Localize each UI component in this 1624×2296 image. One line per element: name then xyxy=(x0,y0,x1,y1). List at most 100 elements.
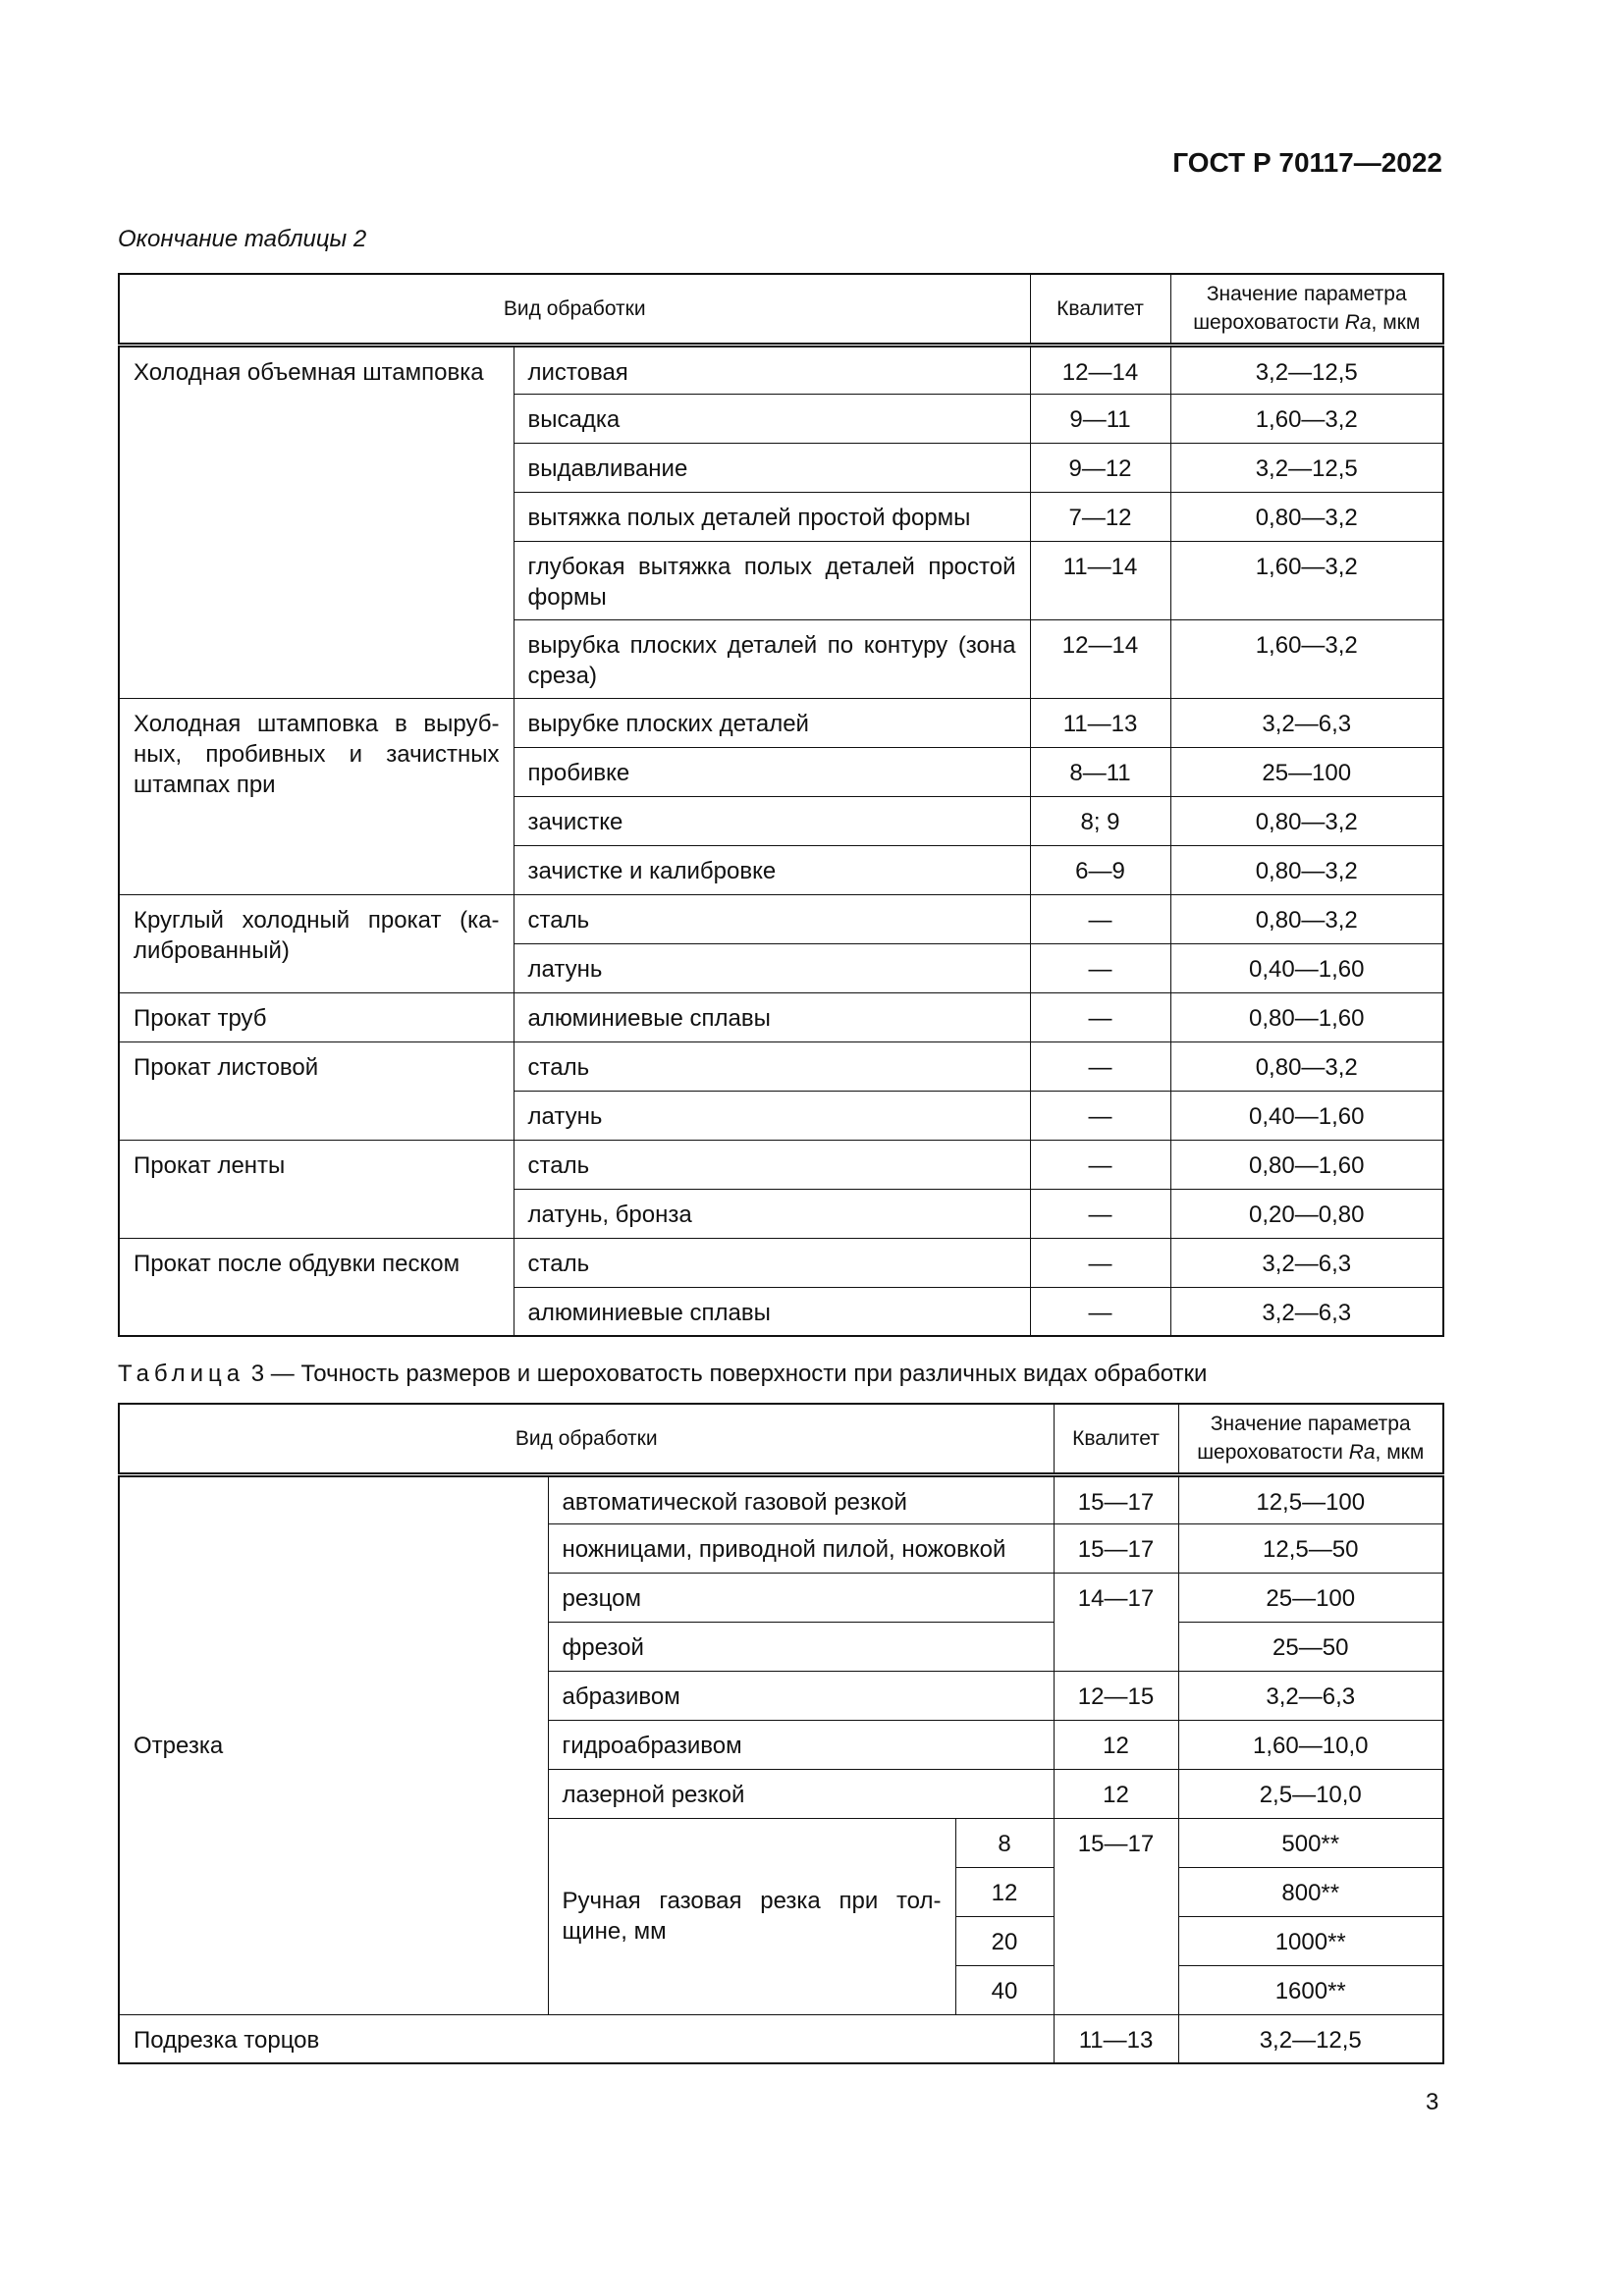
ra-cell: 0,40—1,60 xyxy=(1169,1090,1444,1141)
ra-cell: 25—100 xyxy=(1177,1572,1444,1623)
thickness-cell: 40 xyxy=(954,1964,1055,2015)
group-cell: Отрезка xyxy=(118,1473,549,2015)
group-cell: Холодная штамповка в выруб­ных, пробивны… xyxy=(118,697,514,895)
kind-cell: выдавливание xyxy=(513,442,1031,493)
table-row: Подрезка торцов 11—13 3,2—12,5 xyxy=(118,2013,1444,2064)
group-cell: Прокат труб xyxy=(118,991,514,1042)
ra-cell: 0,80—3,2 xyxy=(1169,1041,1444,1092)
kind-cell: сталь xyxy=(513,1139,1031,1190)
table2: Вид обработки Квалитет Значение параметр… xyxy=(118,273,1444,1337)
grade-cell: 15—17 xyxy=(1053,1473,1179,1524)
grade-cell: 7—12 xyxy=(1029,491,1171,542)
grade-cell: 12—14 xyxy=(1029,344,1171,395)
table-row: латунь, бронза —0,20—0,80 xyxy=(119,1188,1444,1239)
ra-cell: 2,5—10,0 xyxy=(1177,1768,1444,1819)
ra-cell: 0,80—3,2 xyxy=(1169,893,1444,944)
ra-cell: 1,60—3,2 xyxy=(1169,618,1444,699)
ra-cell: 1600** xyxy=(1177,1964,1444,2015)
kind-cell: Подрезка торцов xyxy=(118,2013,1055,2064)
kind-cell: вырубке плоских деталей xyxy=(513,697,1031,748)
kind-cell: Ручная газовая резка при тол­щине, мм xyxy=(547,1817,956,2015)
kind-cell: сталь xyxy=(513,893,1031,944)
kind-cell: глубокая вытяжка полых деталей простой ф… xyxy=(513,540,1031,620)
ra-cell: 3,2—12,5 xyxy=(1177,2013,1444,2064)
table-row: Прокат труб алюминиевые сплавы —0,80—1,60 xyxy=(118,991,1444,1042)
group-cell: Круглый холодный прокат (ка­либрованный) xyxy=(118,893,514,993)
thickness-cell: 20 xyxy=(954,1915,1055,1966)
ra-cell: 3,2—6,3 xyxy=(1169,1237,1444,1288)
ra-cell: 12,5—100 xyxy=(1177,1473,1444,1524)
ra-cell: 3,2—6,3 xyxy=(1169,1286,1444,1337)
kind-cell: латунь, бронза xyxy=(513,1188,1031,1239)
group-cell: Прокат листовой xyxy=(118,1041,514,1141)
table2-caption: Окончание таблицы 2 xyxy=(118,226,367,252)
kind-cell: зачистке и калибровке xyxy=(513,844,1031,895)
table-row: зачистке 8; 9 0,80—3,2 xyxy=(119,795,1444,846)
kind-cell: алюминиевые сплавы xyxy=(513,991,1031,1042)
group-cell: Прокат ленты xyxy=(118,1139,514,1239)
kind-cell: абразивом xyxy=(547,1670,1055,1721)
grade-cell: 12 xyxy=(1053,1719,1179,1770)
kind-cell: зачистке xyxy=(513,795,1031,846)
kind-cell: высадка xyxy=(513,393,1031,444)
ra-cell: 0,80—3,2 xyxy=(1169,795,1444,846)
table-row: Прокат листовой сталь —0,80—3,2 xyxy=(118,1041,1444,1141)
table-row: Прокат после обдувки песком сталь —3,2—6,3 xyxy=(118,1237,1444,1337)
ra-cell: 1,60—10,0 xyxy=(1177,1719,1444,1770)
kind-cell: гидроабразивом xyxy=(547,1719,1055,1770)
grade-cell: 9—12 xyxy=(1029,442,1171,493)
ra-cell: 3,2—6,3 xyxy=(1169,697,1444,748)
thickness-cell: 12 xyxy=(954,1866,1055,1917)
col-header-grade: Квалитет xyxy=(1053,1403,1179,1477)
table-row: абразивом 12—15 3,2—6,3 xyxy=(119,1670,1444,1721)
table-row: глубокая вытяжка полых деталей простой ф… xyxy=(119,540,1444,620)
col-header-grade: Квалитет xyxy=(1029,273,1171,347)
ra-cell: 0,80—3,2 xyxy=(1169,844,1444,895)
table-row: 12 800** xyxy=(119,1866,1444,1917)
ra-cell: 0,80—1,60 xyxy=(1169,991,1444,1042)
grade-cell: 8; 9 xyxy=(1029,795,1171,846)
col-header-ra: Значение параметра шероховатости Ra, мкм xyxy=(1169,273,1444,347)
grade-cell: — xyxy=(1029,1041,1171,1092)
kind-cell: алюминиевые сплавы xyxy=(513,1286,1031,1337)
grade-cell: — xyxy=(1029,893,1171,944)
kind-cell: автоматической газовой резкой xyxy=(547,1473,1055,1524)
col-header-ra: Значение параметра шероховатости Ra, мкм xyxy=(1177,1403,1444,1477)
ra-cell: 25—50 xyxy=(1177,1621,1444,1672)
table-row: Отрезка автоматической газовой резкой 15—1… xyxy=(118,1473,1444,2015)
grade-cell: — xyxy=(1029,942,1171,993)
grade-cell: 15—17 xyxy=(1053,1522,1179,1574)
table-row: вырубка плоских деталей по контуру (зона… xyxy=(119,618,1444,699)
table-row: гидроабразивом 12 1,60—10,0 xyxy=(119,1719,1444,1770)
grade-cell: 9—11 xyxy=(1029,393,1171,444)
grade-cell: — xyxy=(1029,1237,1171,1288)
document-id: ГОСТ Р 70117—2022 xyxy=(1172,147,1442,178)
group-cell: Прокат после обдувки песком xyxy=(118,1237,514,1337)
kind-cell: листовая xyxy=(513,344,1031,395)
kind-cell: латунь xyxy=(513,1090,1031,1141)
table-row: Круглый холодный прокат (ка­либрованный)… xyxy=(118,893,1444,993)
kind-cell: лазерной резкой xyxy=(547,1768,1055,1819)
grade-cell: 14—17 xyxy=(1053,1572,1179,1672)
grade-cell: — xyxy=(1029,1090,1171,1141)
grade-cell: 6—9 xyxy=(1029,844,1171,895)
kind-cell: вытяжка полых деталей простой формы xyxy=(513,491,1031,542)
grade-cell: 11—13 xyxy=(1053,2013,1179,2064)
kind-cell: латунь xyxy=(513,942,1031,993)
kind-cell: фрезой xyxy=(547,1621,1055,1672)
table-row: Прокат ленты сталь —0,80—1,60 xyxy=(118,1139,1444,1239)
ra-cell: 25—100 xyxy=(1169,746,1444,797)
table3: Вид обработки Квалитет Значение параметр… xyxy=(118,1403,1444,2064)
group-cell: Холодная объемная штамповка xyxy=(118,344,514,699)
table-row: резцом 14—17 25—100 xyxy=(119,1572,1444,1672)
table-row: Холодная штамповка в выруб­ных, пробивны… xyxy=(118,697,1444,895)
col-header-kind: Вид обработки xyxy=(118,273,1031,347)
grade-cell: — xyxy=(1029,1139,1171,1190)
grade-cell: — xyxy=(1029,1188,1171,1239)
kind-cell: резцом xyxy=(547,1572,1055,1623)
table3-caption: Таблица 3 — Точность размеров и шерохова… xyxy=(118,1361,1208,1387)
table-row: ножницами, приводной пилой, ножовкой 15—1… xyxy=(119,1522,1444,1574)
grade-cell: — xyxy=(1029,1286,1171,1337)
ra-cell: 3,2—12,5 xyxy=(1169,344,1444,395)
